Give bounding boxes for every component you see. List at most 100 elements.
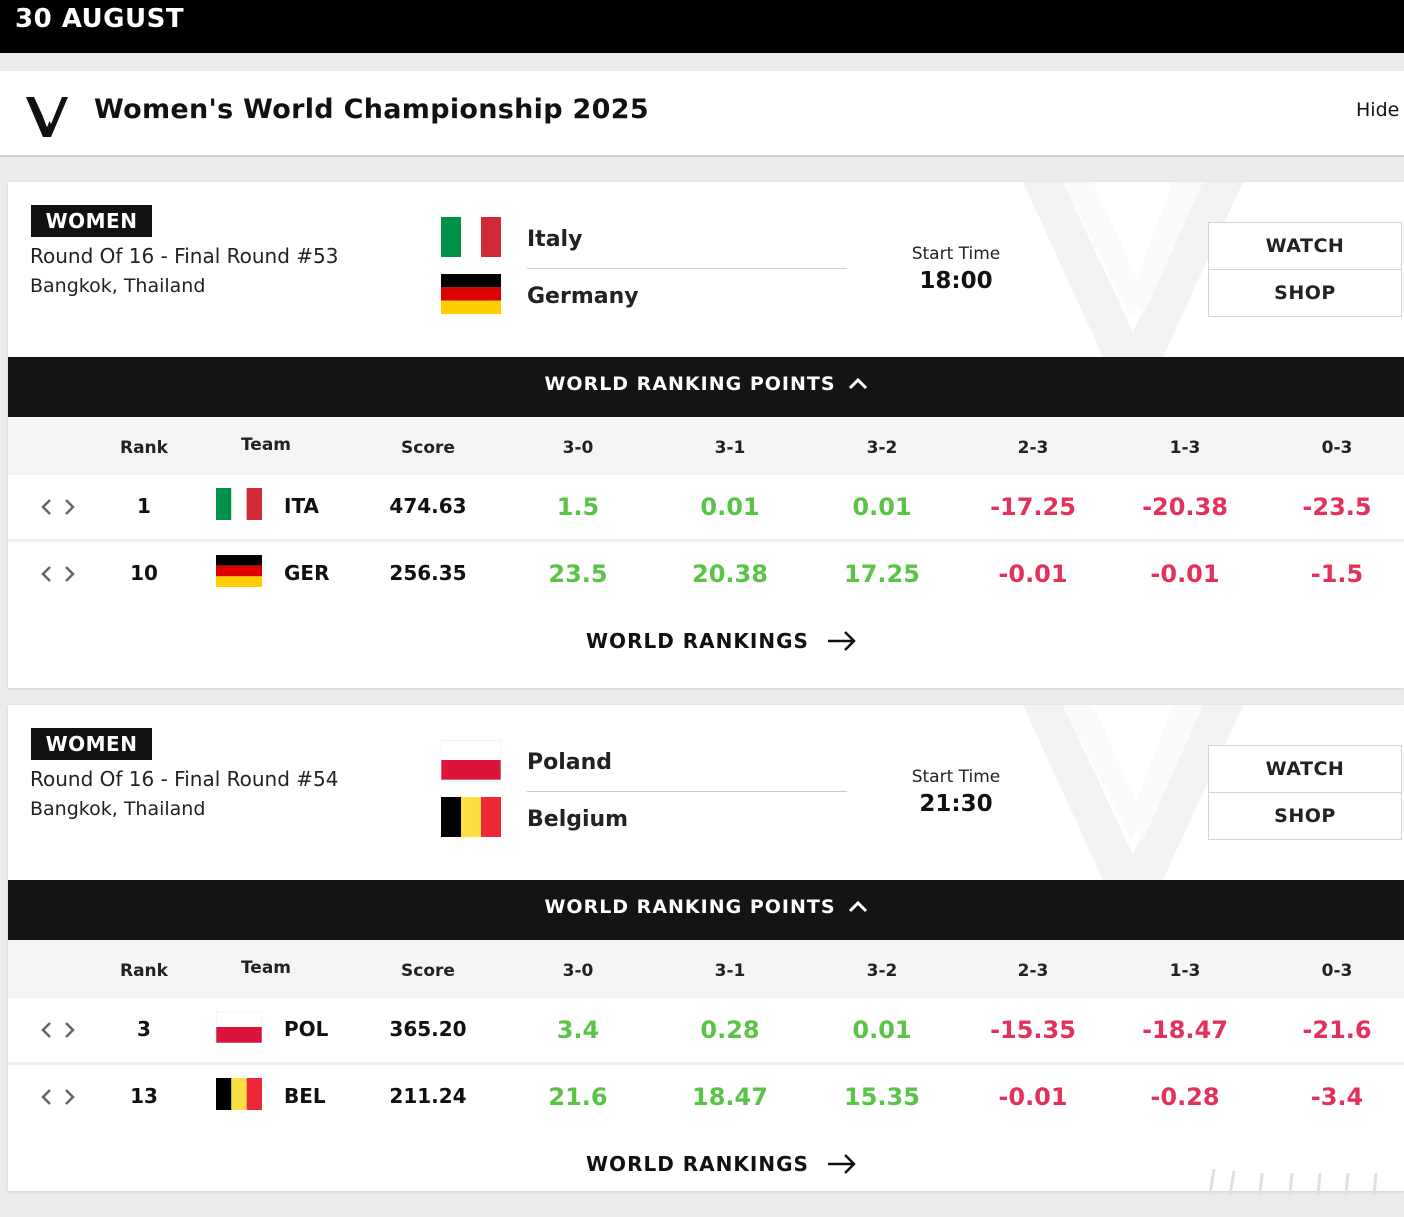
points-1-3: -18.47	[1142, 1016, 1228, 1044]
germany-flag-icon	[216, 555, 262, 587]
table-row: 1 ITA 474.63 1.5 0.01 0.01 -17.25 -20.38…	[8, 475, 1404, 539]
team-b-name[interactable]: Belgium	[527, 807, 629, 832]
prev-next-chevrons-icon[interactable]	[38, 562, 78, 586]
points-1-3: -20.38	[1142, 493, 1228, 521]
hide-button[interactable]: Hide	[1356, 99, 1400, 121]
points-1-3: -0.28	[1150, 1083, 1220, 1111]
world-ranking-points-toggle[interactable]: WORLD RANKING POINTS	[8, 880, 1404, 940]
rank-value: 3	[137, 1017, 151, 1041]
competition-title: Women's World Championship 2025	[94, 94, 649, 125]
match-card: WOMEN Round Of 16 - Final Round #53 Bang…	[8, 182, 1404, 688]
points-3-1: 0.01	[700, 493, 760, 521]
start-time-label: Start Time	[911, 767, 1001, 787]
team-a-name[interactable]: Poland	[527, 750, 613, 775]
points-3-2: 0.01	[852, 1016, 912, 1044]
belgium-flag-icon	[216, 1078, 262, 1110]
team-header: Team	[240, 958, 292, 978]
result-header-3-2: 3-2	[866, 961, 898, 981]
location-label: Bangkok, Thailand	[30, 798, 206, 820]
gender-badge: WOMEN	[31, 728, 152, 760]
italy-flag-icon	[216, 488, 262, 520]
rank-value: 10	[130, 561, 158, 585]
team-code: POL	[284, 1017, 329, 1041]
result-header-1-3: 1-3	[1169, 961, 1201, 981]
result-header-3-1: 3-1	[714, 438, 746, 458]
date-header-bar: 30 AUGUST	[0, 0, 1404, 53]
team-code: BEL	[284, 1084, 326, 1108]
world-ranking-points-title: WORLD RANKING POINTS	[8, 896, 1404, 918]
points-3-1: 0.28	[700, 1016, 760, 1044]
result-header-2-3: 2-3	[1017, 961, 1049, 981]
ranking-table-header: Rank Team Score 3-0 3-1 3-2 2-3 1-3 0-3	[8, 417, 1404, 475]
prev-next-chevrons-icon[interactable]	[38, 495, 78, 519]
match-card: WOMEN Round Of 16 - Final Round #54 Bang…	[8, 705, 1404, 1191]
points-3-2: 15.35	[844, 1083, 920, 1111]
chevron-up-icon	[848, 377, 867, 389]
points-3-2: 0.01	[852, 493, 912, 521]
points-3-0: 21.6	[548, 1083, 608, 1111]
signature-watermark-icon	[1208, 1168, 1378, 1196]
row-divider	[8, 1062, 1404, 1065]
competition-header: Women's World Championship 2025 Hide	[0, 71, 1404, 157]
points-3-1: 18.47	[692, 1083, 768, 1111]
result-header-3-1: 3-1	[714, 961, 746, 981]
arrow-right-icon	[828, 1154, 856, 1174]
points-1-3: -0.01	[1150, 560, 1220, 588]
result-header-1-3: 1-3	[1169, 438, 1201, 458]
team-code: GER	[284, 561, 330, 585]
start-time: 18:00	[919, 268, 993, 294]
score-value: 256.35	[389, 561, 467, 585]
start-time-label: Start Time	[911, 244, 1001, 264]
ranking-table-header: Rank Team Score 3-0 3-1 3-2 2-3 1-3 0-3	[8, 940, 1404, 998]
points-2-3: -0.01	[998, 1083, 1068, 1111]
points-3-2: 17.25	[844, 560, 920, 588]
points-0-3: -23.5	[1302, 493, 1372, 521]
watermark-logo-icon	[1023, 182, 1243, 357]
points-2-3: -0.01	[998, 560, 1068, 588]
world-ranking-points-label: WORLD RANKING POINTS	[544, 896, 836, 918]
team-header: Team	[240, 435, 292, 455]
result-header-0-3: 0-3	[1321, 438, 1353, 458]
result-header-3-0: 3-0	[562, 438, 594, 458]
rank-header: Rank	[120, 961, 168, 981]
score-value: 474.63	[389, 494, 467, 518]
germany-flag-icon	[441, 274, 501, 314]
round-label: Round Of 16 - Final Round #54	[30, 767, 339, 791]
date-header: 30 AUGUST	[15, 4, 185, 34]
world-rankings-label: WORLD RANKINGS	[586, 629, 809, 653]
table-row: 3 POL 365.20 3.4 0.28 0.01 -15.35 -18.47…	[8, 998, 1404, 1062]
world-ranking-points-toggle[interactable]: WORLD RANKING POINTS	[8, 357, 1404, 417]
world-ranking-points-title: WORLD RANKING POINTS	[8, 373, 1404, 395]
score-header: Score	[401, 961, 455, 981]
location-label: Bangkok, Thailand	[30, 275, 206, 297]
watch-button[interactable]: WATCH	[1208, 745, 1402, 793]
prev-next-chevrons-icon[interactable]	[38, 1085, 78, 1109]
watermark-logo-icon	[1023, 705, 1243, 880]
poland-flag-icon	[441, 740, 501, 780]
italy-flag-icon	[441, 217, 501, 257]
score-value: 365.20	[389, 1017, 467, 1041]
world-rankings-label: WORLD RANKINGS	[586, 1152, 809, 1176]
match-info: WOMEN Round Of 16 - Final Round #54 Bang…	[8, 705, 1404, 880]
points-3-0: 1.5	[556, 493, 600, 521]
belgium-flag-icon	[441, 797, 501, 837]
points-0-3: -21.6	[1302, 1016, 1372, 1044]
points-2-3: -17.25	[990, 493, 1076, 521]
prev-next-chevrons-icon[interactable]	[38, 1018, 78, 1042]
score-header: Score	[401, 438, 455, 458]
team-a-name[interactable]: Italy	[527, 227, 583, 252]
result-header-2-3: 2-3	[1017, 438, 1049, 458]
team-code: ITA	[284, 494, 320, 518]
points-0-3: -1.5	[1310, 560, 1364, 588]
team-divider	[527, 268, 847, 269]
shop-button[interactable]: SHOP	[1208, 792, 1402, 840]
rank-value: 1	[137, 494, 151, 518]
points-3-0: 3.4	[556, 1016, 600, 1044]
table-row: 10 GER 256.35 23.5 20.38 17.25 -0.01 -0.…	[8, 542, 1404, 606]
round-label: Round Of 16 - Final Round #53	[30, 244, 339, 268]
watch-button[interactable]: WATCH	[1208, 222, 1402, 270]
shop-button[interactable]: SHOP	[1208, 269, 1402, 317]
result-header-3-2: 3-2	[866, 438, 898, 458]
vnl-logo-icon	[26, 97, 68, 137]
team-b-name[interactable]: Germany	[527, 284, 639, 309]
